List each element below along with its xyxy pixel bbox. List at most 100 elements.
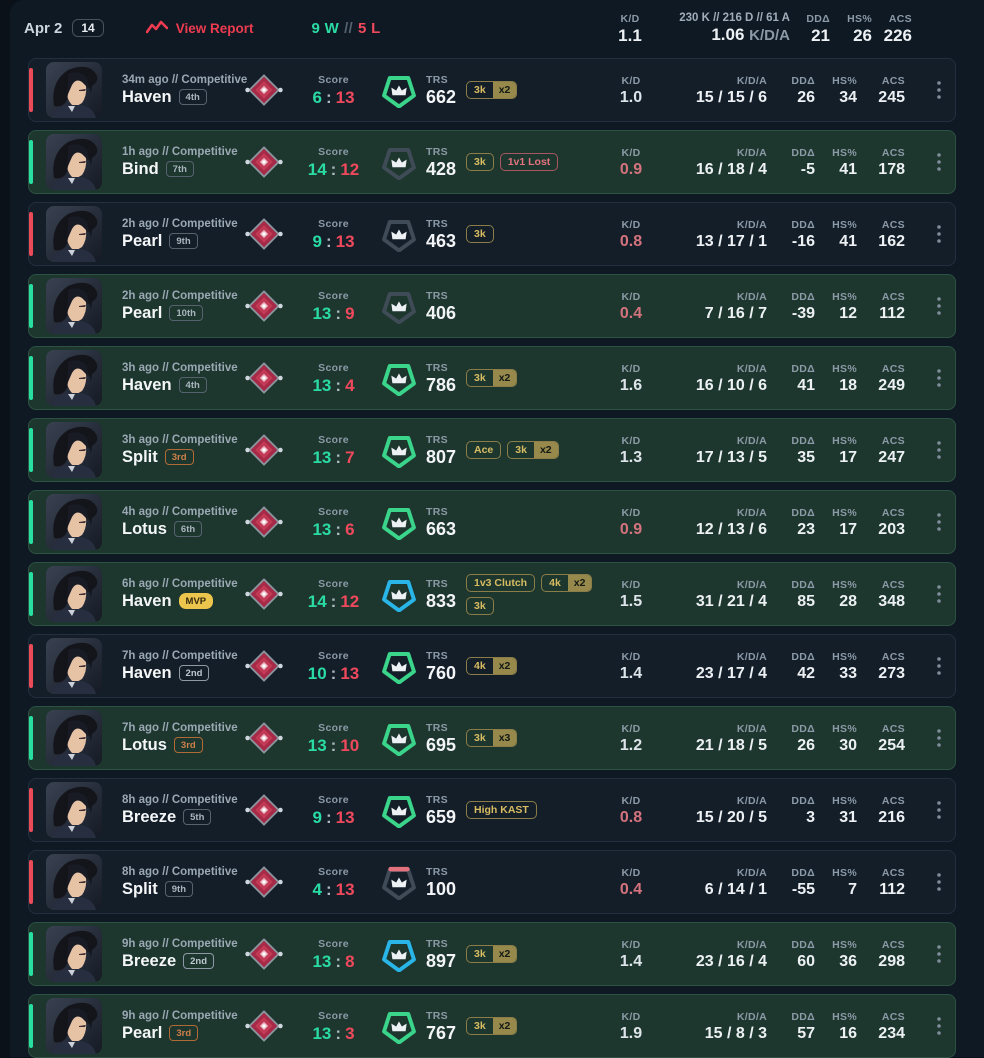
hs-value: 30 [815,736,857,755]
hs-stat: HS% 41 [815,146,857,179]
kd-value: 1.4 [601,952,661,971]
match-row[interactable]: 2h ago // Competitive Pearl 10th Score 1… [28,274,956,338]
score-separator: : [335,304,341,323]
map-name: Split [122,880,158,899]
hs-value: 17 [815,520,857,539]
score-stat: Score 9:13 [286,793,381,828]
kd-stat: K/D 1.0 [601,74,661,107]
kd-value: 1.3 [601,448,661,467]
row-menu-button[interactable] [905,225,945,243]
kd-label: K/D [601,578,661,592]
score-label: Score [286,937,381,951]
match-row[interactable]: 4h ago // Competitive Lotus 6th Score 13… [28,490,956,554]
match-row[interactable]: 7h ago // Competitive Lotus 3rd Score 13… [28,706,956,770]
placement-badge: MVP [179,593,214,609]
badge-label: High KAST [467,802,536,818]
kda-value: 6 / 14 / 1 [661,880,767,899]
trs-value: 760 [426,663,456,683]
score-separator: : [331,160,337,179]
rank-icon [241,431,286,469]
row-menu-button[interactable] [905,369,945,387]
match-time-mode: 9h ago // Competitive [122,938,241,950]
result-accent-bar [29,140,33,184]
match-row[interactable]: 8h ago // Competitive Split 9th Score 4:… [28,850,956,914]
enemy-score: 3 [345,1024,354,1043]
row-menu-button[interactable] [905,297,945,315]
row-menu-button[interactable] [905,729,945,747]
trs-icon [381,504,417,540]
row-menu-button[interactable] [905,657,945,675]
row-menu-button[interactable] [905,945,945,963]
row-menu-button[interactable] [905,441,945,459]
map-name: Split [122,448,158,467]
kda-detail: 230 K // 216 D // 61 A [660,11,790,25]
match-row[interactable]: 2h ago // Competitive Pearl 9th Score 9:… [28,202,956,266]
kd-stat: K/D 1.3 [601,434,661,467]
trs-stat: TRS 695 [381,720,466,756]
trs-stat: TRS 663 [381,504,466,540]
kd-stat: K/D 1.4 [601,650,661,683]
result-accent-bar [29,68,33,112]
row-menu-button[interactable] [905,873,945,891]
enemy-score: 8 [345,952,354,971]
dd-value: 41 [767,376,815,395]
trs-label: TRS [426,1009,456,1023]
score-label: Score [286,361,381,375]
match-row[interactable]: 34m ago // Competitive Haven 4th Score 6… [28,58,956,122]
kd-value: 1.9 [601,1024,661,1043]
row-menu-button[interactable] [905,513,945,531]
result-accent-bar [29,356,33,400]
score-value: 13:7 [286,448,381,468]
row-menu-button[interactable] [905,1017,945,1035]
trs-stat: TRS 463 [381,216,466,252]
match-row[interactable]: 9h ago // Competitive Breeze 2nd Score 1… [28,922,956,986]
dd-label: DDΔ [767,866,815,880]
dd-stat: DDΔ -16 [767,218,815,251]
score-separator: : [326,880,332,899]
badge-multiplier: x2 [493,1018,517,1034]
hs-value: 41 [815,232,857,251]
hs-label: HS% [815,218,857,232]
score-value: 4:13 [286,880,381,900]
trs-icon [381,360,417,396]
hs-stat: HS% 33 [815,650,857,683]
dd-label: DDΔ [767,938,815,952]
match-row[interactable]: 9h ago // Competitive Pearl 3rd Score 13… [28,994,956,1058]
match-row[interactable]: 8h ago // Competitive Breeze 5th Score 9… [28,778,956,842]
match-row[interactable]: 3h ago // Competitive Split 3rd Score 13… [28,418,956,482]
kda-value: 23 / 17 / 4 [661,664,767,683]
acs-value: 112 [857,304,905,323]
badge-label: 3k [467,226,493,242]
agent-avatar [46,134,102,190]
hs-value: 31 [815,808,857,827]
row-menu-button[interactable] [905,801,945,819]
kd-stat: K/D 0.9 [601,146,661,179]
trs-label: TRS [426,73,456,87]
match-row[interactable]: 7h ago // Competitive Haven 2nd Score 10… [28,634,956,698]
rank-icon [241,1007,286,1045]
acs-value: 298 [857,952,905,971]
match-row[interactable]: 6h ago // Competitive Haven MVP Score 14… [28,562,956,626]
match-info: 7h ago // Competitive Lotus 3rd [102,722,241,755]
match-time-mode: 2h ago // Competitive [122,290,241,302]
hs-stat: HS% 17 [815,506,857,539]
match-row[interactable]: 1h ago // Competitive Bind 7th Score 14:… [28,130,956,194]
match-badge: 1v1 Lost [500,153,559,171]
kd-label: K/D [601,938,661,952]
match-row[interactable]: 3h ago // Competitive Haven 4th Score 13… [28,346,956,410]
row-menu-button[interactable] [905,81,945,99]
rank-icon [241,143,286,181]
trs-value: 406 [426,303,456,323]
row-menu-button[interactable] [905,585,945,603]
view-report-button[interactable]: View Report [146,20,254,37]
score-stat: Score 9:13 [286,217,381,252]
kd-value: 1.4 [601,664,661,683]
row-menu-button[interactable] [905,153,945,171]
agent-avatar [46,638,102,694]
kda-label: K/D/A [661,434,767,448]
